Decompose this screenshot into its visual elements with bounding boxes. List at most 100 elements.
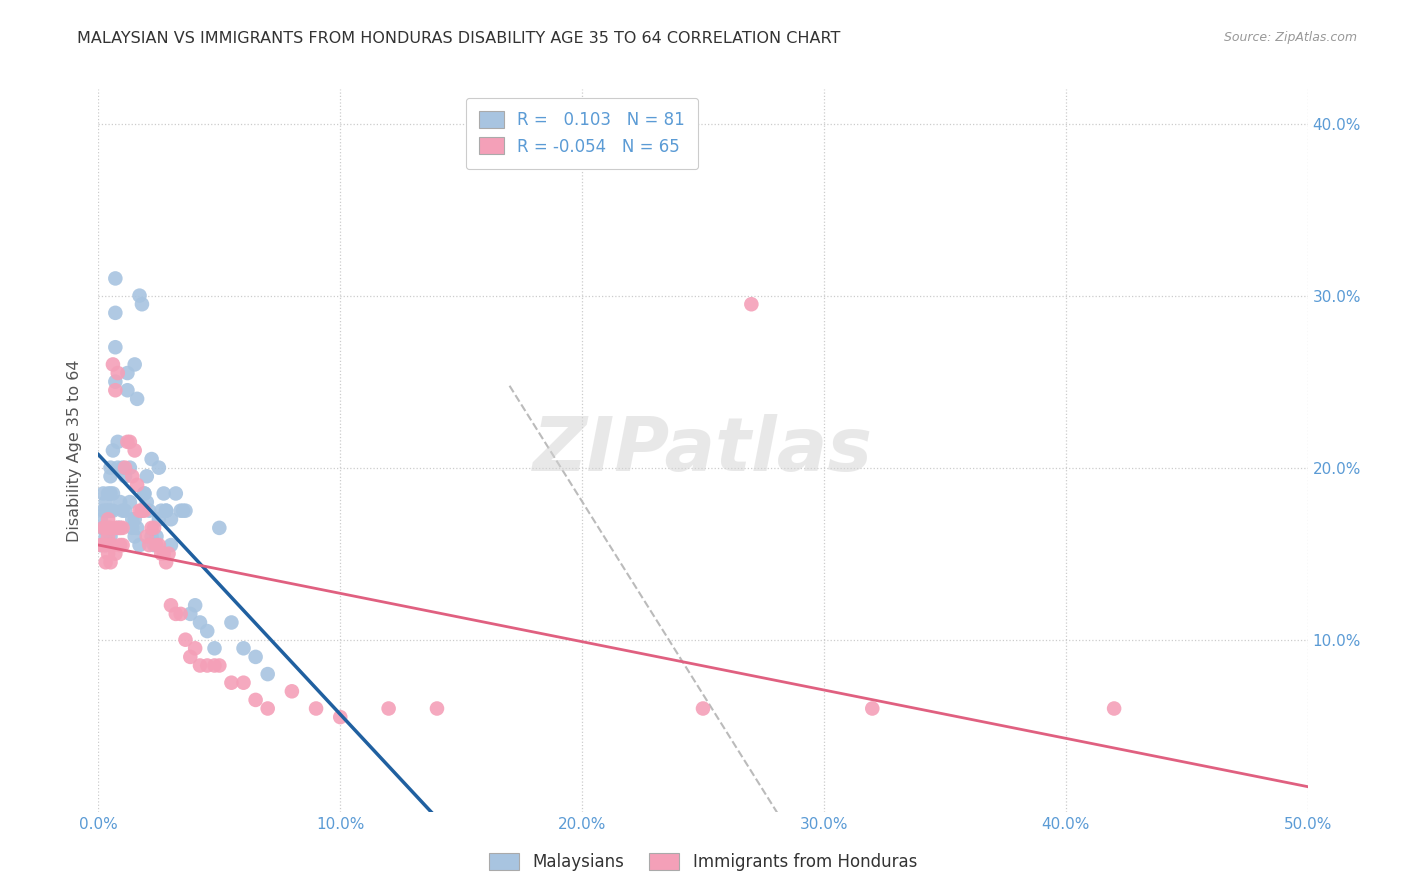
Point [141, 529, 163, 543]
Point [135, 495, 157, 509]
Point [101, 443, 124, 458]
Point [111, 503, 134, 517]
Point [100, 469, 122, 483]
Point [141, 452, 163, 467]
Point [90, 538, 112, 552]
Point [232, 675, 254, 690]
Point [114, 503, 136, 517]
Point [94, 521, 117, 535]
Point [150, 547, 173, 561]
Point [134, 503, 156, 517]
Point [101, 486, 124, 500]
Legend: Malaysians, Immigrants from Honduras: Malaysians, Immigrants from Honduras [481, 845, 925, 880]
Point [165, 486, 187, 500]
Point [124, 529, 146, 543]
Point [94, 538, 117, 552]
Point [107, 521, 129, 535]
Point [221, 675, 243, 690]
Point [128, 288, 150, 302]
Point [179, 649, 201, 664]
Point [104, 375, 127, 389]
Point [91, 538, 114, 552]
Point [101, 503, 124, 517]
Point [127, 392, 149, 406]
Point [127, 478, 149, 492]
Point [104, 384, 127, 398]
Point [134, 486, 156, 500]
Point [100, 538, 122, 552]
Point [108, 495, 131, 509]
Point [117, 434, 139, 449]
Point [165, 607, 187, 621]
Point [174, 503, 197, 517]
Point [184, 641, 207, 656]
Point [131, 297, 153, 311]
Point [90, 538, 112, 552]
Point [121, 469, 143, 483]
Point [232, 641, 254, 656]
Point [100, 529, 122, 543]
Point [860, 701, 883, 715]
Point [104, 306, 127, 320]
Point [124, 512, 146, 526]
Point [169, 503, 191, 517]
Point [118, 495, 141, 509]
Text: Source: ZipAtlas.com: Source: ZipAtlas.com [1223, 31, 1357, 45]
Point [97, 486, 120, 500]
Point [145, 529, 167, 543]
Point [100, 555, 122, 569]
Point [107, 434, 129, 449]
Point [138, 538, 160, 552]
Point [97, 521, 120, 535]
Point [179, 607, 201, 621]
Point [135, 469, 157, 483]
Point [329, 710, 352, 724]
Point [117, 366, 139, 380]
Point [245, 693, 267, 707]
Point [135, 529, 157, 543]
Point [117, 384, 139, 398]
Point [157, 547, 180, 561]
Point [169, 607, 191, 621]
Point [188, 658, 211, 673]
Point [111, 538, 134, 552]
Point [108, 521, 131, 535]
Point [740, 297, 762, 311]
Point [107, 521, 129, 535]
Point [128, 503, 150, 517]
Point [104, 271, 127, 285]
Point [97, 547, 120, 561]
Point [97, 503, 120, 517]
Point [131, 503, 153, 517]
Point [281, 684, 304, 698]
Point [97, 529, 120, 543]
Point [155, 555, 177, 569]
Point [145, 538, 167, 552]
Point [692, 701, 714, 715]
Point [104, 547, 127, 561]
Point [155, 503, 177, 517]
Point [108, 538, 131, 552]
Point [195, 658, 218, 673]
Point [160, 599, 183, 613]
Point [160, 512, 183, 526]
Point [256, 701, 278, 715]
Point [94, 521, 117, 535]
Point [208, 521, 231, 535]
Point [148, 512, 170, 526]
Point [104, 340, 127, 354]
Point [426, 701, 449, 715]
Point [100, 503, 122, 517]
Point [94, 495, 117, 509]
Point [127, 521, 149, 535]
Point [114, 469, 136, 483]
Point [94, 529, 117, 543]
Point [118, 460, 141, 475]
Point [134, 486, 156, 500]
Point [204, 641, 226, 656]
Point [108, 521, 131, 535]
Point [148, 538, 170, 552]
Point [150, 503, 173, 517]
Point [138, 503, 160, 517]
Point [91, 486, 114, 500]
